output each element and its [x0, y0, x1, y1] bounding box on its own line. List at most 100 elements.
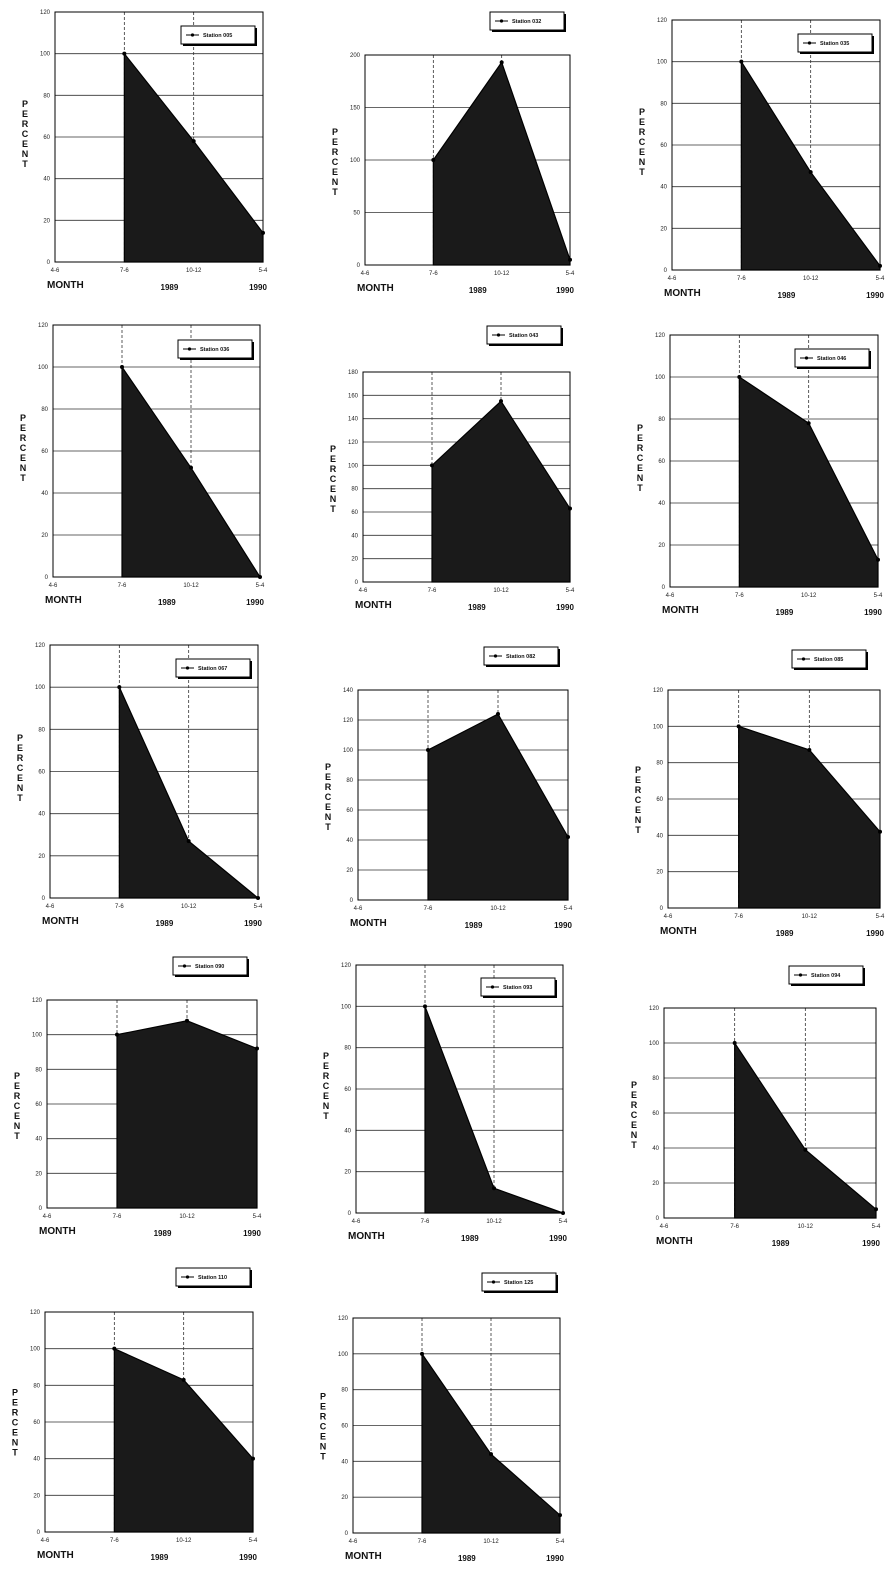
legend-swatch-marker [499, 19, 504, 23]
y-axis-title-letter: N [12, 1438, 19, 1448]
x-tick-label: 10-12 [490, 906, 506, 912]
year-label: 1989 [458, 1554, 476, 1563]
y-tick-label: 60 [660, 143, 667, 149]
data-point [874, 1207, 878, 1212]
y-axis-title-letter: T [330, 504, 336, 514]
area-series [432, 61, 571, 266]
x-tick-label: 7-6 [428, 588, 437, 594]
legend-label: Station 090 [195, 964, 224, 970]
y-tick-label: 40 [41, 491, 48, 497]
y-axis-title-letter: R [332, 147, 339, 157]
x-tick-label: 5-4 [256, 583, 265, 589]
legend-label: Station 082 [506, 654, 535, 660]
y-axis-title-letter: C [325, 792, 332, 802]
y-axis-title-letter: P [330, 444, 336, 454]
y-tick-label: 100 [655, 375, 666, 381]
y-tick-label: 0 [357, 263, 361, 269]
data-point [186, 839, 191, 844]
x-tick-label: 5-4 [876, 914, 885, 920]
y-axis-title-letter: C [631, 1110, 638, 1120]
x-tick-label: 4-6 [43, 1214, 52, 1220]
area-series [740, 59, 881, 271]
x-axis-title: MONTH [656, 1236, 693, 1247]
y-axis-title-letter: R [635, 785, 642, 795]
y-axis-title-letter: N [20, 463, 27, 473]
legend-box [797, 33, 873, 53]
y-axis-title-letter: C [323, 1081, 330, 1091]
y-axis-title-letter: R [325, 782, 332, 792]
y-axis-title-letter: C [637, 453, 644, 463]
legend-swatch-marker [190, 33, 195, 37]
y-axis-title-letter: E [325, 802, 331, 812]
year-label: 1990 [549, 1234, 567, 1243]
y-tick-label: 20 [33, 1493, 40, 1499]
legend-label: Station 035 [820, 41, 849, 47]
y-axis-title-letter: E [12, 1428, 18, 1438]
x-tick-label: 10-12 [179, 1214, 195, 1220]
y-axis-title-letter: P [631, 1080, 637, 1090]
legend-box [788, 965, 864, 985]
y-tick-label: 80 [33, 1383, 40, 1389]
area-series [431, 400, 571, 583]
y-tick-label: 0 [664, 268, 668, 274]
area-series [123, 51, 264, 263]
year-label: 1990 [862, 1239, 880, 1248]
x-tick-label: 4-6 [660, 1224, 669, 1230]
x-tick-label: 7-6 [737, 276, 746, 282]
x-tick-label: 10-12 [802, 914, 818, 920]
y-axis-title-letter: C [14, 1101, 21, 1111]
y-axis-title-letter: P [320, 1392, 326, 1402]
legend-box [489, 11, 565, 31]
y-tick-label: 100 [338, 1352, 349, 1358]
y-tick-label: 40 [35, 1137, 42, 1143]
y-tick-label: 40 [656, 833, 663, 839]
year-label: 1990 [864, 608, 882, 617]
y-axis-title-letter: P [639, 107, 645, 117]
y-axis-title-letter: T [637, 483, 643, 493]
data-point [739, 59, 744, 64]
x-tick-label: 7-6 [110, 1538, 119, 1544]
y-tick-label: 100 [653, 724, 664, 730]
y-tick-label: 80 [351, 487, 358, 493]
year-label: 1989 [468, 603, 486, 612]
y-tick-label: 100 [32, 1033, 43, 1039]
x-tick-label: 5-4 [564, 906, 573, 912]
legend-swatch-marker [807, 41, 812, 45]
y-tick-label: 20 [658, 543, 665, 549]
y-tick-label: 120 [30, 1310, 41, 1316]
x-tick-label: 4-6 [349, 1539, 358, 1545]
year-label: 1990 [556, 286, 574, 295]
x-tick-label: 10-12 [186, 268, 202, 274]
y-tick-label: 100 [341, 1004, 352, 1010]
x-tick-label: 10-12 [803, 276, 819, 282]
y-axis-title-letter: R [639, 127, 646, 137]
legend-swatch-marker [798, 973, 803, 977]
x-tick-label: 5-4 [253, 1214, 262, 1220]
legend-label: Station 046 [817, 356, 846, 362]
x-tick-label: 4-6 [51, 268, 60, 274]
area-series [738, 725, 881, 909]
y-tick-label: 20 [652, 1181, 659, 1187]
y-axis-title-letter: C [12, 1418, 19, 1428]
y-axis-title-letter: R [17, 753, 24, 763]
y-tick-label: 120 [341, 963, 352, 969]
y-tick-label: 120 [40, 10, 51, 16]
legend-box [177, 339, 253, 359]
y-tick-label: 60 [341, 1424, 348, 1430]
data-point [499, 399, 503, 404]
x-tick-label: 7-6 [120, 268, 129, 274]
y-axis-title-letter: N [325, 812, 332, 822]
y-tick-label: 0 [37, 1530, 41, 1536]
y-tick-label: 60 [41, 449, 48, 455]
y-axis-title-letter: E [637, 433, 643, 443]
x-tick-label: 7-6 [113, 1214, 122, 1220]
year-label: 1989 [161, 283, 179, 292]
y-tick-label: 0 [45, 575, 49, 581]
